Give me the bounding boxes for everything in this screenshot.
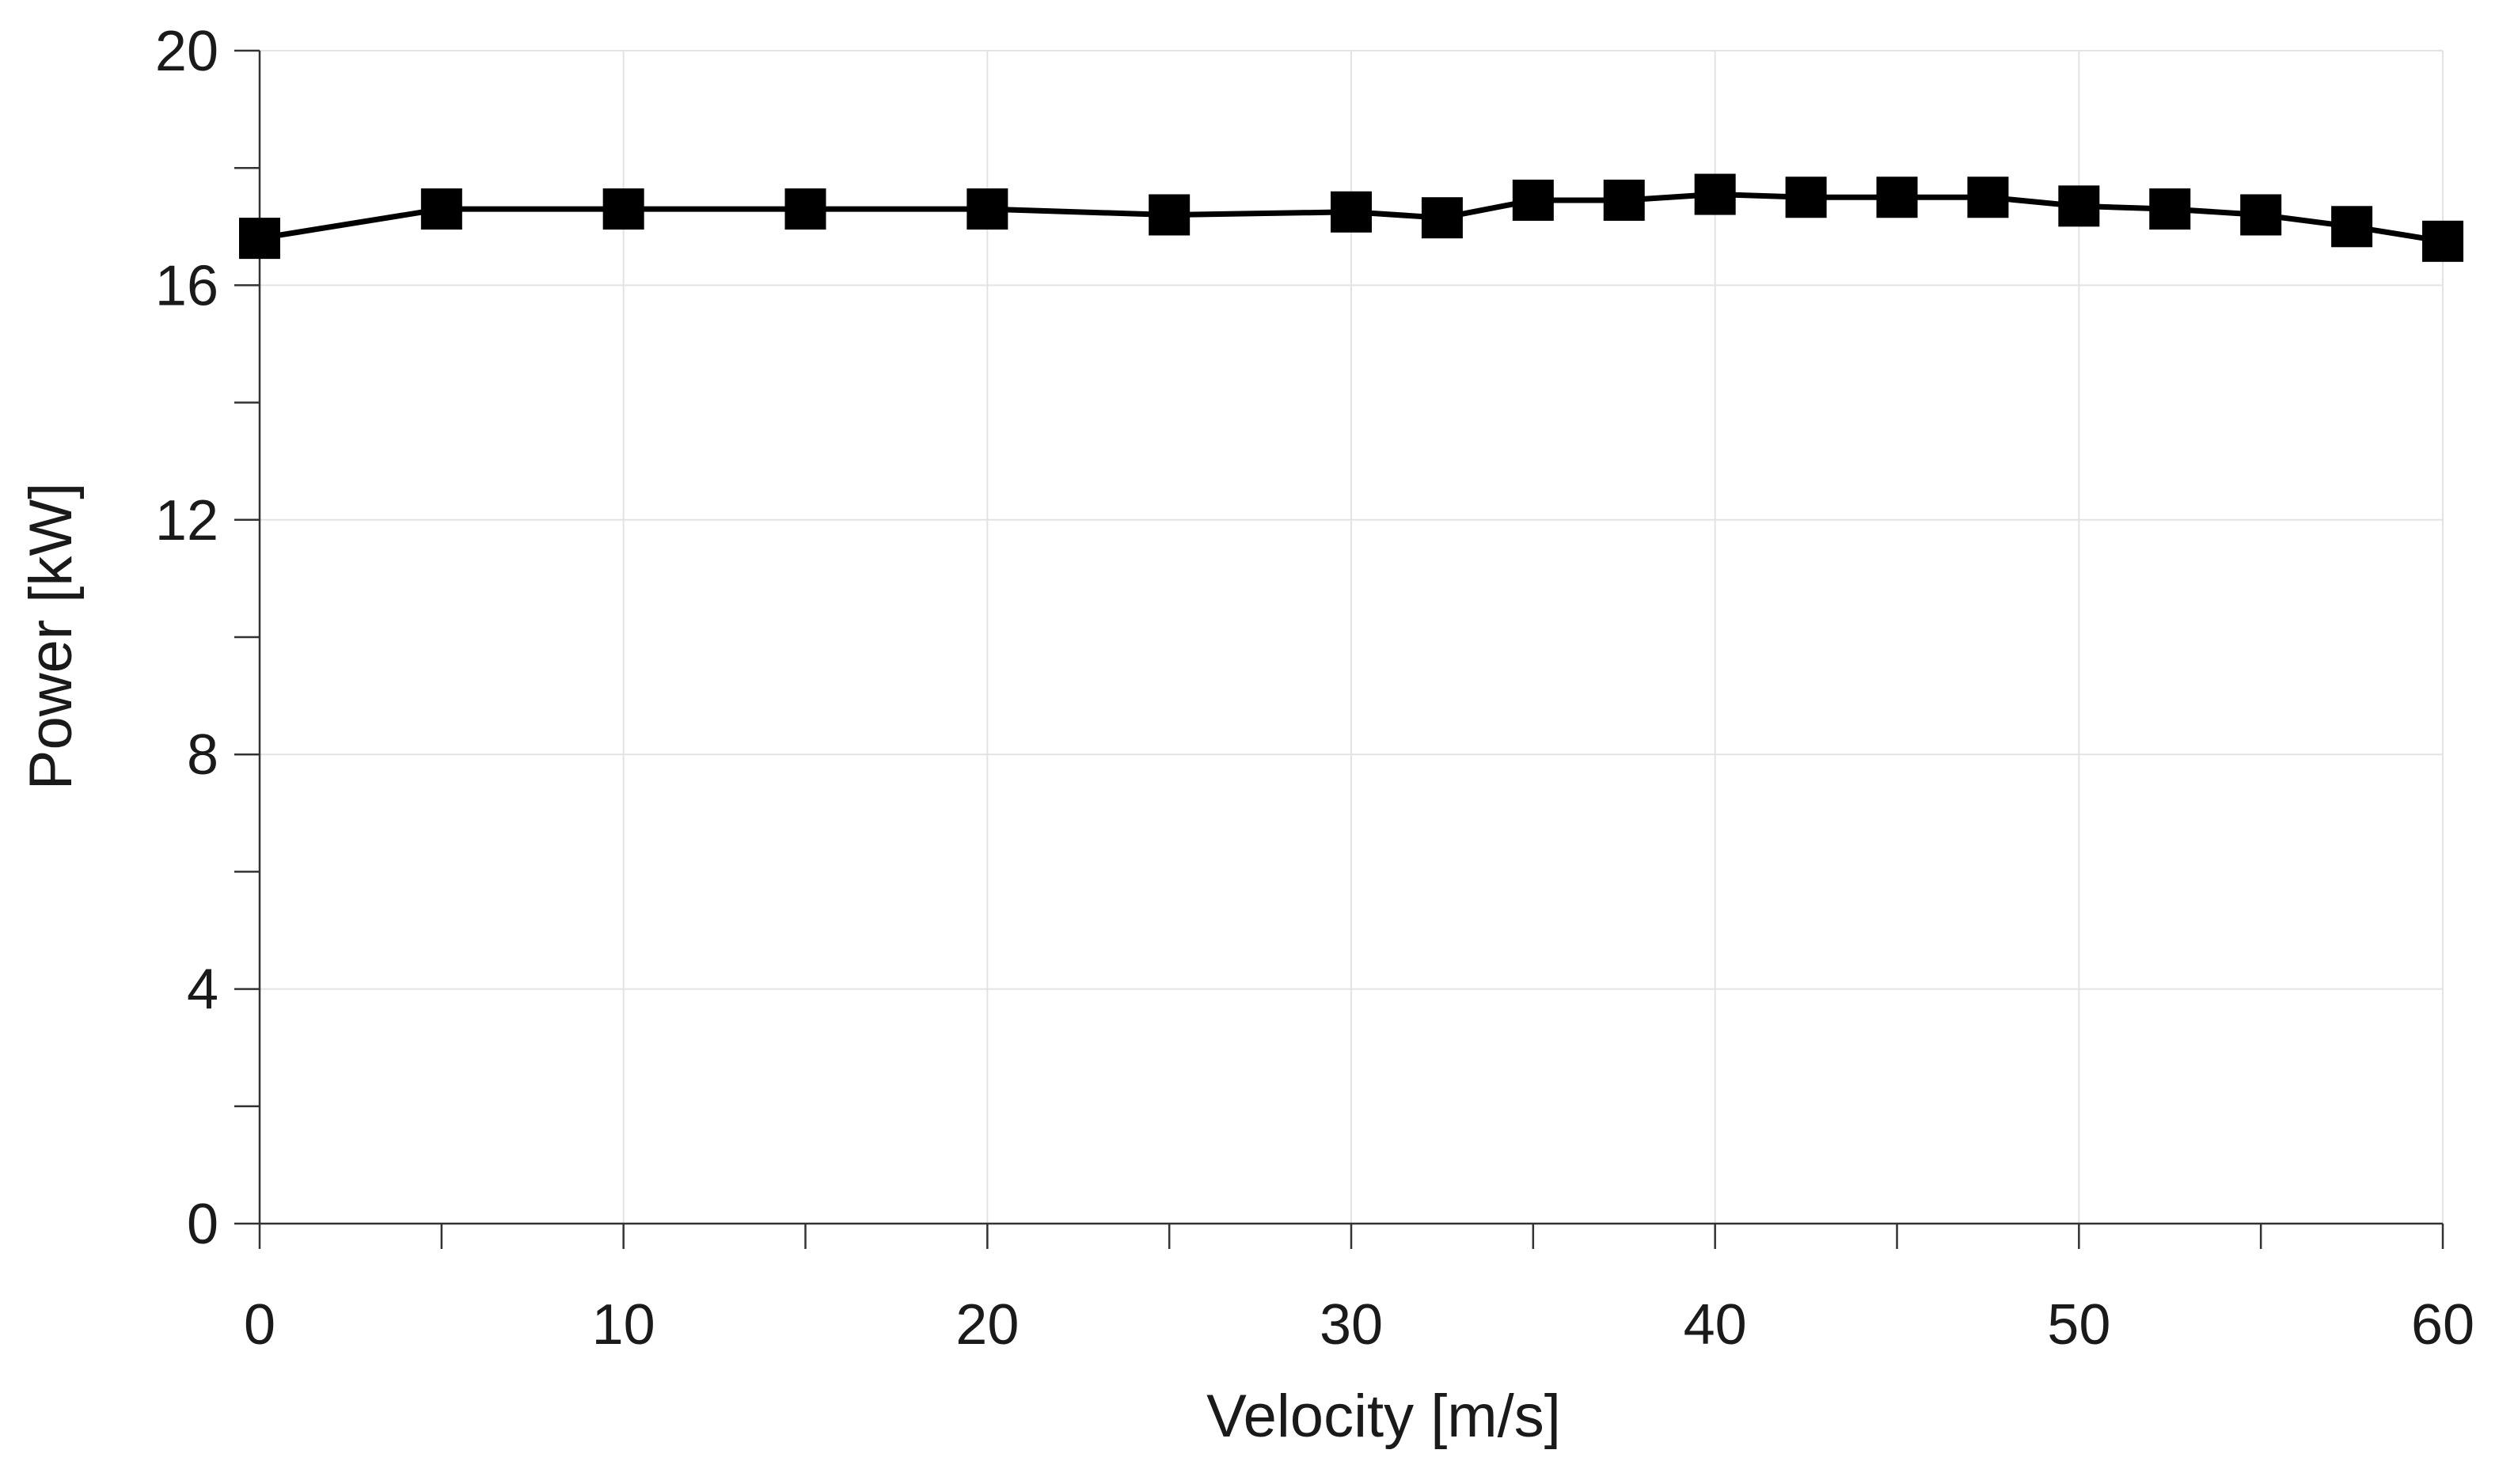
data-point-marker [967,188,1008,230]
data-point-marker [1149,194,1191,236]
data-point-marker [2331,206,2373,248]
data-point-marker [2422,220,2463,262]
y-tick-label: 16 [155,254,218,317]
data-point-marker [2149,188,2191,230]
x-tick-label: 0 [244,1293,275,1357]
data-point-marker [239,218,280,260]
data-point-marker [1876,176,1918,218]
data-point-marker [420,188,462,230]
x-tick-label: 30 [1320,1293,1383,1357]
x-tick-label: 50 [2047,1293,2110,1357]
y-tick-label: 4 [187,958,218,1022]
x-axis-title: Velocity [m/s] [1206,1383,1561,1450]
data-point-marker [1694,173,1736,215]
ticks: 0 4 8 12 16 20 0 10 20 30 40 50 60 [155,20,2474,1357]
data-point-marker [784,188,826,230]
x-tick-label: 10 [592,1293,655,1357]
data-point-marker [1512,179,1554,221]
x-tick-label: 20 [955,1293,1019,1357]
data-point-marker [1785,176,1827,218]
data-point-marker [1603,179,1645,221]
x-tick-label: 60 [2411,1293,2474,1357]
data-point-marker [1967,176,2009,218]
series-layer [239,173,2463,262]
data-point-marker [1331,191,1372,233]
data-point-marker [2240,194,2282,236]
y-axis-title: Power [kW] [17,483,85,791]
y-tick-label: 8 [187,723,218,787]
y-tick-label: 0 [187,1193,218,1256]
y-tick-label: 12 [155,489,218,552]
data-point-marker [2058,185,2100,227]
x-tick-label: 40 [1684,1293,1747,1357]
y-tick-label: 20 [155,20,218,83]
data-point-marker [1421,197,1463,239]
data-point-marker [602,188,644,230]
